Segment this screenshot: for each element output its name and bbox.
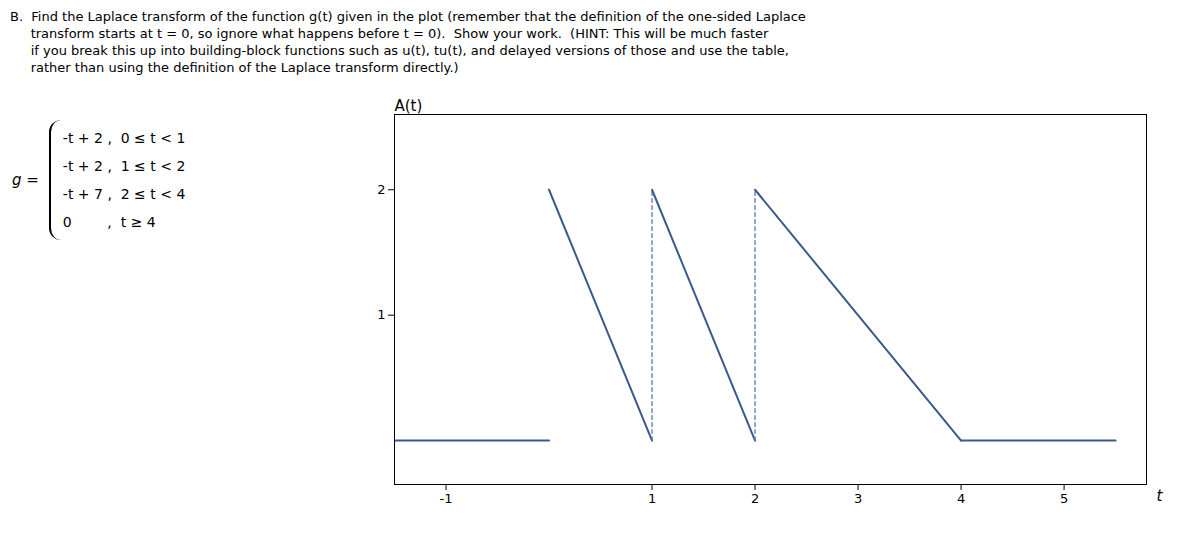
svg-text:1: 1 xyxy=(648,491,656,506)
html-text:B. Find the Laplace transform: B. Find the Laplace transform of the fun… xyxy=(10,9,806,24)
html-text:-t + 7 , 2 ≤ t < 4: -t + 7 , 2 ≤ t < 4 xyxy=(62,186,186,202)
html-text:-t + 2 , 1 ≤ t < 2: -t + 2 , 1 ≤ t < 2 xyxy=(62,158,186,174)
svg-text:1: 1 xyxy=(377,307,385,322)
svg-text:5: 5 xyxy=(1060,491,1068,506)
svg-text:2: 2 xyxy=(751,491,759,506)
svg-text:-1: -1 xyxy=(440,491,453,506)
svg-text:A(t): A(t) xyxy=(395,97,423,115)
svg-text:2: 2 xyxy=(377,182,385,197)
html-text:g =: g = xyxy=(12,171,39,189)
html-text:rather than using the definiti: rather than using the definition of the … xyxy=(10,60,459,75)
svg-text:3: 3 xyxy=(854,491,862,506)
html-text:if you break this up into buil: if you break this up into building-block… xyxy=(10,43,789,58)
html-text:-t + 2 , 0 ≤ t < 1: -t + 2 , 0 ≤ t < 1 xyxy=(62,130,186,146)
html-text:transform starts at t = 0, so: transform starts at t = 0, so ignore wha… xyxy=(10,26,769,41)
svg-text:t: t xyxy=(1157,487,1164,505)
html-text:0 , t ≥ 4: 0 , t ≥ 4 xyxy=(62,214,156,230)
svg-text:4: 4 xyxy=(957,491,965,506)
